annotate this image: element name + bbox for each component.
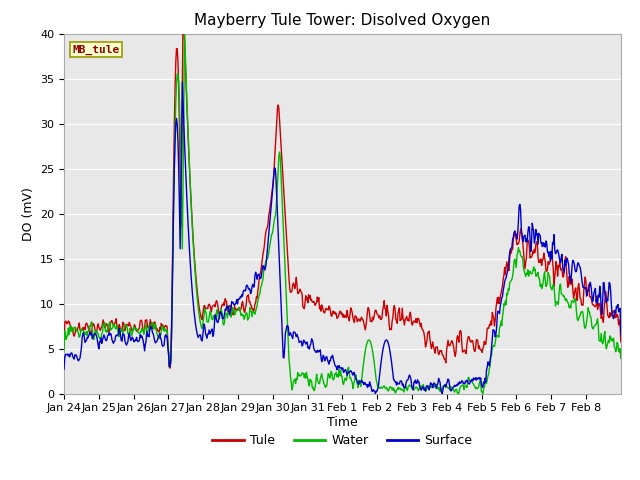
Title: Mayberry Tule Tower: Disolved Oxygen: Mayberry Tule Tower: Disolved Oxygen	[195, 13, 490, 28]
Text: MB_tule: MB_tule	[72, 44, 120, 55]
Legend: Tule, Water, Surface: Tule, Water, Surface	[207, 429, 477, 452]
Y-axis label: DO (mV): DO (mV)	[22, 187, 35, 240]
X-axis label: Time: Time	[327, 416, 358, 429]
